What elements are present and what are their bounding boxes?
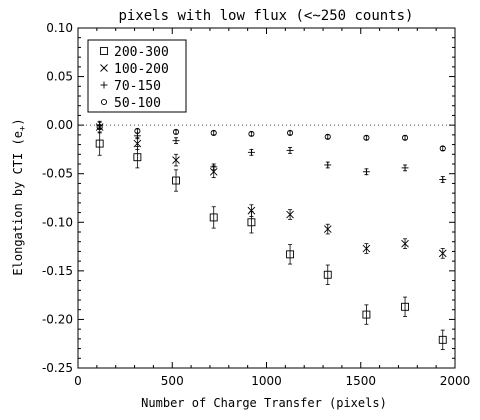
data-point-circle [172, 128, 180, 135]
series-square [95, 131, 447, 350]
data-point-square [438, 335, 447, 344]
legend-marker-circle [100, 98, 108, 106]
data-point-square [323, 270, 332, 279]
error-bar [403, 296, 408, 317]
x-tick-label: 0 [74, 374, 82, 388]
data-point-plus [247, 148, 255, 156]
data-point-plus [172, 137, 180, 145]
error-bar [325, 264, 330, 285]
chart-title: pixels with low flux (<~250 counts) [118, 8, 413, 24]
data-point-square [247, 218, 256, 227]
error-bar [174, 169, 179, 192]
error-bar [364, 135, 369, 141]
error-bar [249, 131, 254, 137]
error-bar [403, 135, 408, 141]
legend-label: 70-150 [114, 79, 161, 94]
y-axis-title-end: ) [11, 118, 25, 125]
data-point-x [323, 225, 332, 233]
y-tick-label: -0.10 [42, 215, 73, 229]
legend-label: 50-100 [114, 96, 161, 111]
data-point-square [209, 213, 218, 222]
data-point-x [247, 206, 256, 215]
data-point-square [362, 310, 371, 319]
error-bar [174, 129, 179, 135]
data-point-circle [96, 124, 103, 131]
y-axis-title: Elongation by CTI (e+) [11, 118, 28, 275]
data-point-x [172, 156, 180, 164]
data-marks [95, 120, 447, 350]
data-point-circle [401, 134, 409, 141]
legend: 200-300 100-200 70-150 50-100 [87, 39, 187, 113]
data-point-plus [210, 163, 218, 171]
data-point-square [286, 250, 295, 259]
data-point-x [438, 249, 447, 258]
x-tick-label: 500 [161, 374, 184, 388]
series-circle [96, 124, 446, 152]
y-axis-title-main: Elongation by CTI (e [11, 131, 25, 276]
series-x [95, 120, 447, 259]
data-point-x [401, 239, 409, 248]
data-point-plus [362, 168, 370, 176]
legend-item: 200-300 [100, 45, 169, 60]
data-point-plus [324, 161, 332, 169]
y-tick-label: -0.05 [42, 167, 73, 181]
data-point-circle [134, 127, 141, 135]
error-bar [211, 206, 216, 229]
y-tick-label: -0.15 [42, 264, 73, 278]
data-point-circle [324, 133, 331, 140]
series-plus [96, 121, 447, 184]
data-point-circle [210, 129, 217, 136]
error-bar [135, 128, 140, 134]
x-axis-title: Number of Charge Transfer (pixels) [141, 396, 387, 410]
data-point-x [133, 139, 142, 148]
legend-item: 70-150 [100, 79, 161, 94]
data-point-circle [248, 130, 255, 137]
error-bar [288, 244, 293, 265]
data-point-x [286, 210, 294, 219]
data-point-square [172, 176, 180, 185]
y-axis-ticks: 0.10 0.05 0.00 -0.05 -0.10 -0.15 -0.20 -0.25 [42, 21, 455, 375]
error-bar [325, 134, 330, 140]
legend-label: 200-300 [114, 45, 169, 60]
legend-item: 50-100 [100, 96, 161, 111]
y-tick-label: -0.20 [42, 312, 73, 326]
y-tick-label: 0.10 [46, 21, 73, 35]
x-tick-label: 1000 [251, 374, 282, 388]
legend-marker-x [100, 64, 108, 72]
data-point-square [133, 153, 142, 162]
data-point-square [95, 139, 104, 148]
data-point-circle [287, 129, 294, 136]
error-bar [97, 131, 102, 156]
data-point-circle [439, 145, 446, 152]
legend-item: 100-200 [100, 62, 169, 77]
legend-box [87, 39, 187, 113]
error-bar [211, 130, 216, 136]
error-bar [440, 329, 445, 350]
x-tick-label: 1500 [345, 374, 376, 388]
legend-label: 100-200 [114, 62, 169, 77]
y-axis-title-subscript: + [18, 125, 28, 131]
data-point-square [401, 302, 409, 311]
x-tick-label: 2000 [440, 374, 471, 388]
y-tick-label: -0.25 [42, 361, 73, 375]
legend-marker-square [100, 47, 108, 55]
y-tick-label: 0.00 [46, 118, 73, 132]
error-bar [364, 304, 369, 325]
legend-marker-plus [100, 81, 108, 89]
error-bar [288, 130, 293, 136]
data-point-plus [286, 146, 294, 154]
y-tick-label: 0.05 [46, 70, 73, 84]
data-point-circle [363, 134, 370, 141]
x-axis-ticks: 0 500 1000 1500 2000 [74, 28, 470, 388]
data-point-x [209, 167, 218, 176]
data-point-plus [439, 176, 447, 184]
data-point-x [362, 244, 371, 253]
data-point-plus [401, 164, 409, 172]
error-bar [440, 146, 445, 151]
